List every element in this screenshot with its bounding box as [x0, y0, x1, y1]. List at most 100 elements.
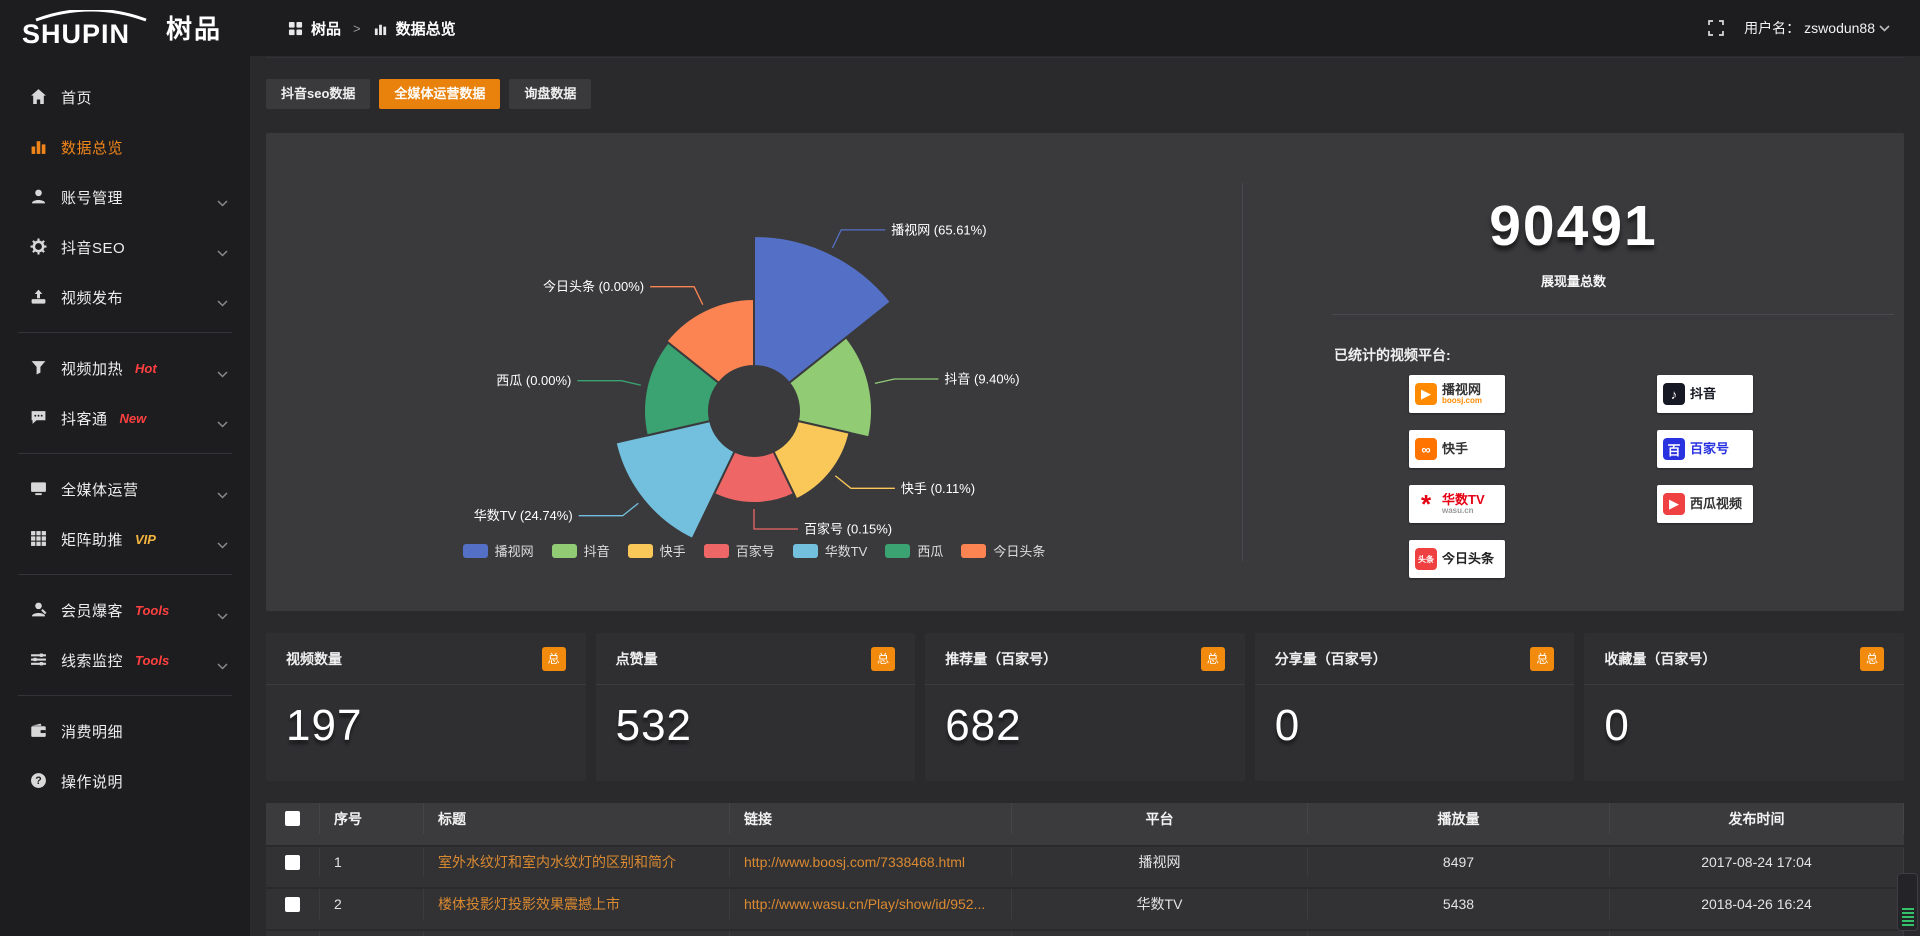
- total-badge: 总: [1859, 646, 1884, 671]
- sidebar-group-divider: [18, 332, 232, 333]
- label-line-播视网: [831, 229, 886, 249]
- stat-card-label: 视频数量: [286, 650, 342, 667]
- sidebar-item-label: 矩阵助推: [61, 531, 124, 549]
- rose-chart: 播视网 (65.61%) 抖音 (9.40%) 快手 (0.11%) 百家号 (0.1…: [474, 222, 1020, 541]
- pie-label-西瓜: 西瓜 (0.00%): [496, 373, 571, 388]
- pie-label-百家号: 百家号 (0.15%): [804, 522, 892, 537]
- label-line-西瓜: [577, 380, 642, 386]
- chevron-down-icon: [217, 194, 228, 207]
- sidebar-item-label: 数据总览: [61, 139, 124, 157]
- pie-slice-西瓜[interactable]: [643, 340, 721, 437]
- chevron-down-icon: [217, 415, 228, 428]
- chevron-down-icon: [217, 294, 228, 307]
- header-cell-播放量: 播放量: [1308, 803, 1610, 834]
- 抖音-logo-icon: ♪: [1663, 383, 1685, 405]
- time-cell: 2018-04-26 16:24: [1610, 889, 1904, 919]
- title-link[interactable]: 楼体投影灯投影效果震撼上市: [424, 889, 730, 919]
- legend-item-西瓜[interactable]: 西瓜: [885, 541, 943, 560]
- sidebar-item-抖客通[interactable]: 抖客通 New: [0, 393, 250, 443]
- help-icon: ?: [30, 772, 48, 790]
- row-checkbox[interactable]: [285, 896, 300, 912]
- pie-slice-播视网[interactable]: [753, 234, 893, 385]
- pie-slice-今日头条[interactable]: [664, 297, 755, 385]
- platform-cell: 华数TV: [1012, 889, 1308, 919]
- chart-legend: 播视网 抖音 快手 百家号 华数TV 西瓜 今日头条: [266, 541, 1242, 560]
- sidebar-item-视频加热[interactable]: 视频加热 Hot: [0, 343, 250, 393]
- legend-item-快手[interactable]: 快手: [627, 541, 686, 560]
- top-header: SHUPIN 树品 树品 > 数据总览 用户名： zswodun88: [0, 0, 1920, 56]
- user-menu[interactable]: 用户名： zswodun88: [1744, 18, 1890, 38]
- pie-slice-抖音[interactable]: [787, 335, 873, 439]
- bar-chart-icon: [373, 21, 388, 36]
- legend-item-今日头条[interactable]: 今日头条: [961, 541, 1045, 560]
- title-link[interactable]: [424, 931, 730, 936]
- legend-swatch: [627, 543, 653, 558]
- logo-text: SHUPIN: [22, 19, 130, 48]
- logo-cn-text: 树品: [166, 13, 223, 44]
- sidebar-item-消费明细[interactable]: 消费明细: [0, 706, 250, 756]
- stat-card-label: 分享量（百家号）: [1274, 650, 1387, 667]
- time-cell: [1610, 931, 1904, 936]
- app-grid-icon: [288, 21, 303, 36]
- sidebar-item-账号管理[interactable]: 账号管理: [0, 172, 250, 222]
- url-link[interactable]: http://www.boosj.com/7338468.html: [730, 847, 1012, 877]
- url-link[interactable]: http://www.wasu.cn/Play/show/id/952...: [730, 889, 1012, 919]
- url-link[interactable]: [730, 931, 1012, 936]
- stat-cards-row: 视频数量总 197 点赞量总 532 推荐量（百家号）总 682 分享量（百家号）总 0 收藏量…: [266, 633, 1904, 781]
- floating-widget[interactable]: [1897, 873, 1918, 931]
- stat-card-value: 682: [945, 701, 1022, 750]
- sliders-icon: [30, 651, 48, 669]
- header-cell-checkbox: [266, 803, 320, 834]
- sidebar-item-视频发布[interactable]: 视频发布: [0, 272, 250, 322]
- header-cell-链接: 链接: [730, 803, 1012, 834]
- pie-slice-快手[interactable]: [772, 419, 851, 501]
- legend-item-抖音[interactable]: 抖音: [551, 541, 610, 560]
- sidebar-item-label: 线索监控: [61, 652, 124, 670]
- legend-swatch: [961, 543, 987, 558]
- total-badge: 总: [871, 646, 896, 671]
- stat-card-value: 532: [615, 701, 693, 750]
- chart-panel: 播视网 (65.61%) 抖音 (9.40%) 快手 (0.11%) 百家号 (0.1…: [266, 133, 1904, 611]
- 华数TV-logo-icon: *: [1420, 488, 1432, 519]
- label-line-百家号: [753, 509, 798, 530]
- sidebar-item-全媒体运营[interactable]: 全媒体运营: [0, 464, 250, 514]
- tab-抖音seo数据[interactable]: 抖音seo数据: [266, 79, 371, 109]
- breadcrumb-root[interactable]: 树品: [311, 20, 342, 38]
- sidebar-item-线索监控[interactable]: 线索监控 Tools: [0, 635, 250, 685]
- sidebar-item-矩阵助推[interactable]: 矩阵助推 VIP: [0, 514, 250, 564]
- legend-item-百家号[interactable]: 百家号: [703, 541, 775, 560]
- table-row: 2 楼体投影灯投影效果震撼上市 http://www.wasu.cn/Play/sh…: [266, 887, 1904, 929]
- total-impressions-label: 展现量总数: [1540, 274, 1606, 289]
- stat-card-label: 收藏量（百家号）: [1604, 650, 1717, 667]
- pie-slice-华数TV[interactable]: [614, 419, 736, 541]
- platform-cell: [1012, 931, 1308, 936]
- table-header-row: 序号 标题 链接 平台 播放量 发布时间: [266, 803, 1904, 845]
- fullscreen-icon[interactable]: [1708, 20, 1725, 36]
- sidebar-item-label: 抖音SEO: [61, 239, 126, 257]
- sidebar-item-会员爆客[interactable]: 会员爆客 Tools: [0, 585, 250, 635]
- legend-swatch: [703, 543, 729, 558]
- sidebar-item-数据总览[interactable]: 数据总览: [0, 122, 250, 172]
- legend-item-华数TV[interactable]: 华数TV: [792, 541, 867, 560]
- legend-label: 今日头条: [993, 544, 1046, 559]
- tab-全媒体运营数据[interactable]: 全媒体运营数据: [379, 79, 501, 109]
- pie-slice-百家号[interactable]: [712, 450, 796, 504]
- legend-item-播视网[interactable]: 播视网: [462, 541, 534, 560]
- total-badge: 总: [541, 646, 566, 671]
- index-cell: 2: [320, 889, 424, 919]
- select-all-checkbox[interactable]: [285, 811, 300, 826]
- header-cell-平台: 平台: [1012, 803, 1308, 834]
- platform-chip-sub: boosj.com: [1442, 395, 1483, 405]
- row-checkbox[interactable]: [285, 854, 300, 870]
- sidebar-item-label: 会员爆客: [61, 602, 124, 620]
- tab-询盘数据[interactable]: 询盘数据: [509, 79, 592, 109]
- sidebar-item-抖音SEO[interactable]: 抖音SEO: [0, 222, 250, 272]
- stat-card-label: 推荐量（百家号）: [945, 650, 1058, 667]
- title-link[interactable]: 室外水纹灯和室内水纹灯的区别和简介: [424, 847, 730, 877]
- chevron-down-icon: [217, 657, 228, 670]
- legend-swatch: [792, 543, 818, 558]
- sidebar-item-操作说明[interactable]: ? 操作说明: [0, 756, 250, 806]
- platform-chip-播视网: ▶ 播视网 boosj.com: [1409, 375, 1505, 413]
- sidebar-item-首页[interactable]: 首页: [0, 72, 250, 122]
- sidebar-item-label: 首页: [61, 89, 93, 107]
